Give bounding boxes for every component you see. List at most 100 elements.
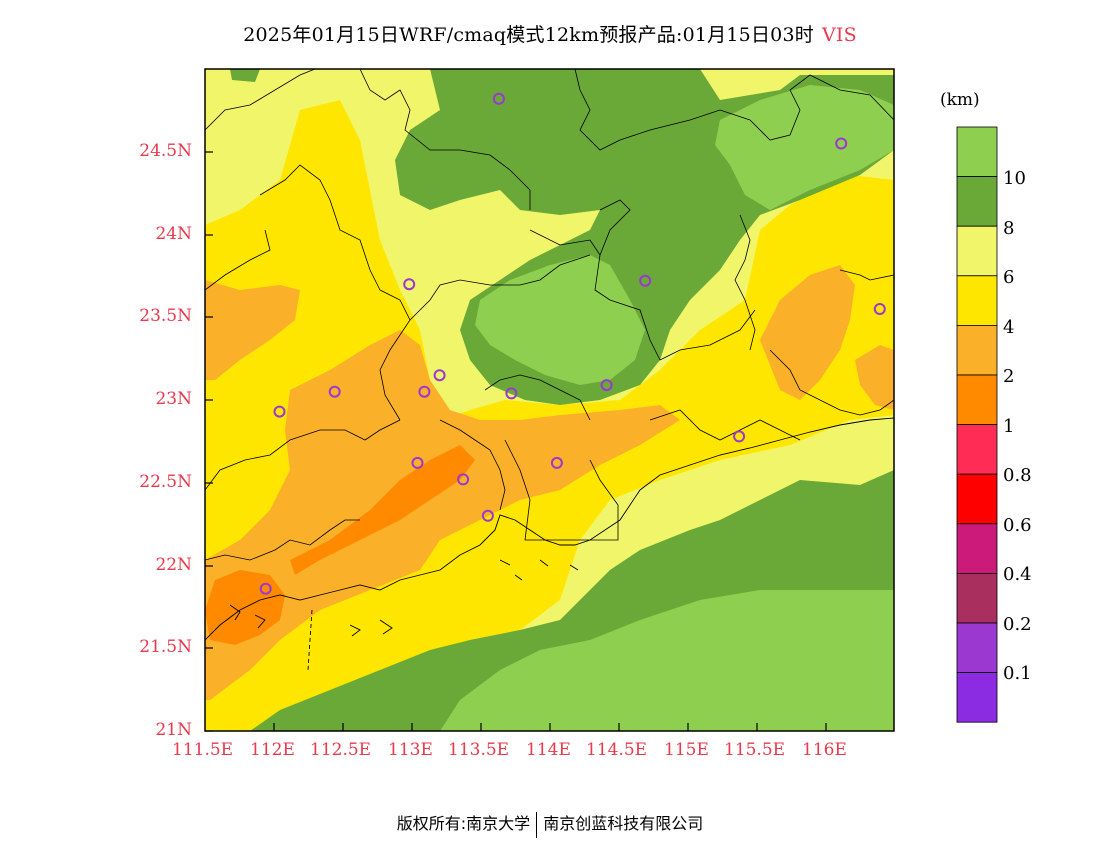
station-marker-6 [433,369,446,382]
station-marker-12 [733,430,746,443]
colorbar-swatch-11 [956,622,998,673]
station-marker-2 [835,137,848,150]
station-marker-17 [259,582,272,595]
station-marker-13 [411,456,424,469]
station-marker-15 [457,473,470,486]
colorbar-swatch-3 [956,225,998,277]
station-marker-9 [505,387,518,400]
vis-1-2-core [290,445,475,575]
vis-gt10-central [475,255,645,385]
lon-label-115: 115E [664,740,709,760]
station-marker-10 [600,379,613,392]
boundary-line-14 [504,439,619,541]
lat-ticks [205,151,213,732]
lon-label-113: 113E [388,740,433,760]
station-marker-5 [873,303,886,315]
boundary-line-10 [769,349,894,416]
colorbar-label-8: 8 [1003,218,1015,239]
station-marker-1 [492,92,505,105]
colorbar-label-6: 6 [1003,267,1015,288]
boundaries [205,69,894,561]
lat-label-21-5: 21.5N [139,637,192,657]
lat-label-23-5: 23.5N [139,306,192,326]
lon-label-113-5: 113.5E [448,740,510,760]
boundary-line-9 [734,214,756,351]
station-marker-8 [418,385,431,398]
map-title: 2025年01月15日WRF/cmaq模式12km预报产品:01月15日03时 V… [0,20,1100,47]
boundary-line-17 [649,409,801,441]
boundary-line-2 [259,164,411,421]
colorbar-swatch-10 [956,573,998,624]
copyright-footer: 版权所有:南京大学 南京创蓝科技有限公司 [0,810,1100,838]
boundary-line-8 [599,199,631,256]
colorbar-label-0-1: 0.1 [1003,663,1032,684]
boundary-line-15 [205,419,401,491]
lon-label-114: 114E [526,740,571,760]
colorbar-label-10: 10 [1003,168,1026,189]
colorbar-swatch-7 [956,424,998,475]
colorbar-label-0-6: 0.6 [1003,515,1032,536]
vis-2-4-coastal [205,330,680,700]
lat-label-24: 24N [155,224,192,244]
boundary-line-5 [409,254,591,321]
title-text: 2025年01月15日WRF/cmaq模式12km预报产品:01月15日03时 [243,24,814,46]
colorbar-label-0-2: 0.2 [1003,614,1032,635]
station-marker-7 [328,385,341,398]
title-variable: VIS [821,24,857,46]
vis-gt10-southeast [440,590,894,731]
colorbar [956,126,998,723]
lat-label-21: 21N [155,720,192,740]
colorbar-label-0-4: 0.4 [1003,564,1032,585]
colorbar-label-0-8: 0.8 [1003,465,1032,486]
lon-label-116: 116E [802,740,847,760]
boundary-line-16 [205,519,360,561]
lon-label-115-5: 115.5E [724,740,786,760]
boundary-line-13 [439,419,506,511]
footer-company: 南京创蓝科技有限公司 [543,814,704,833]
visibility-field [205,69,894,731]
footer-separator [536,811,538,838]
colorbar-swatch-5 [956,324,998,376]
colorbar-swatch-6 [956,374,998,425]
lat-label-22-5: 22.5N [139,472,192,492]
lat-label-22: 22N [155,555,192,575]
coastline [205,417,894,671]
colorbar-swatch-2 [956,176,998,227]
vis-2-4-far-east [855,345,894,410]
station-marker-3 [403,278,416,291]
station-markers [259,92,886,595]
colorbar-swatch-12 [956,672,998,723]
colorbar-unit: (km) [940,90,980,110]
boundary-line-7 [574,69,894,151]
vis-2-4-east [760,265,855,400]
lon-ticks [273,723,827,731]
colorbar-label-4: 4 [1003,317,1015,338]
vis-8-10-north-west [230,69,260,82]
colorbar-swatch-8 [956,473,998,525]
vis-2-4-west [205,280,300,380]
lat-label-24-5: 24.5N [139,141,192,161]
boundary-line-1 [205,69,316,131]
colorbar-label-2: 2 [1003,366,1015,387]
coastline-dashed [307,609,313,671]
lon-label-114-5: 114.5E [586,740,648,760]
coastline-islands [229,559,579,637]
boundary-line-6 [529,229,756,361]
colorbar-swatch-4 [956,275,998,326]
boundary-line-3 [205,229,271,291]
vis-gt10-northeast [715,85,894,210]
lon-label-111-5: 111.5E [172,740,234,760]
colorbar-swatch-1 [956,126,998,177]
boundary-line-11 [839,269,894,281]
station-marker-11 [273,405,286,418]
station-marker-4 [639,274,652,287]
footer-copyright: 版权所有:南京大学 [396,814,531,833]
lon-label-112-5: 112.5E [310,740,372,760]
station-marker-16 [481,509,494,522]
station-marker-14 [550,456,563,469]
coastline-main [205,417,894,641]
boundary-line-4 [359,69,531,210]
boundary-line-12 [484,374,591,421]
colorbar-label-1: 1 [1003,416,1015,437]
